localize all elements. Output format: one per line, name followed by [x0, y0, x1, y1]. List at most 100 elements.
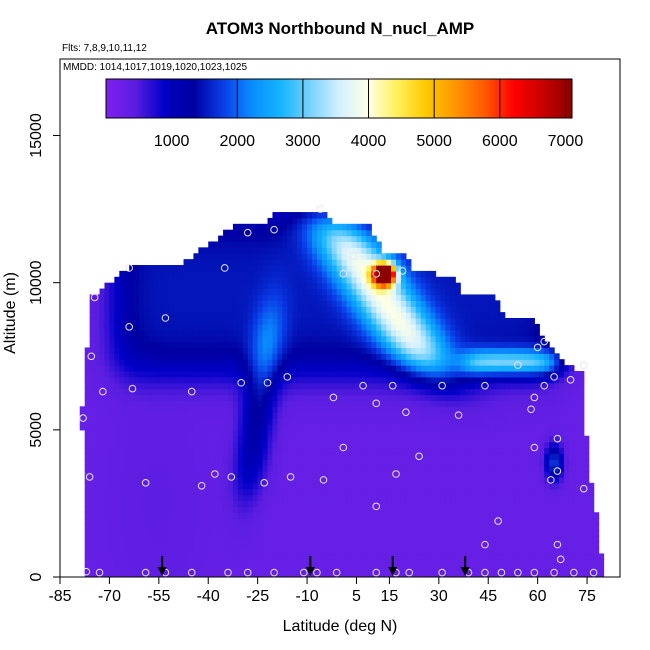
- heat-cell: [262, 429, 269, 437]
- heat-cell: [287, 559, 293, 566]
- heat-cell: [445, 482, 451, 490]
- heat-cell: [119, 441, 125, 449]
- heat-cell: [440, 453, 447, 460]
- heat-cell: [99, 306, 106, 313]
- heat-cell: [400, 341, 407, 349]
- heat-cell: [480, 318, 486, 325]
- heat-cell: [331, 412, 338, 419]
- heat-cell: [287, 353, 293, 360]
- heat-cell: [475, 294, 481, 301]
- heat-cell: [321, 429, 328, 437]
- heat-cell: [316, 565, 323, 572]
- heat-cell: [89, 318, 96, 325]
- heat-cell: [252, 412, 259, 419]
- heat-cell: [213, 465, 219, 472]
- heat-cell: [326, 512, 333, 519]
- heat-cell: [361, 441, 367, 449]
- heat-cell: [262, 294, 269, 301]
- heat-cell: [307, 347, 313, 354]
- heat-cell: [440, 559, 447, 566]
- heat-cell: [410, 435, 417, 443]
- heat-cell: [381, 335, 387, 343]
- heat-cell: [84, 512, 91, 519]
- heat-cell: [129, 494, 135, 502]
- heat-cell: [455, 341, 461, 349]
- heat-cell: [198, 353, 204, 360]
- heat-cell: [183, 518, 190, 525]
- heat-cell: [272, 329, 279, 337]
- heat-cell: [198, 494, 204, 502]
- heat-cell: [499, 453, 506, 460]
- heat-cell: [153, 265, 160, 272]
- heat-cell: [356, 312, 363, 319]
- heat-cell: [307, 276, 313, 284]
- heat-cell: [336, 529, 343, 537]
- heat-cell: [366, 265, 372, 272]
- heat-cell: [148, 353, 155, 360]
- heat-cell: [410, 294, 417, 301]
- heat-cell: [232, 306, 239, 313]
- heat-cell: [94, 365, 101, 372]
- heat-cell: [262, 229, 269, 237]
- heat-cell: [396, 370, 402, 378]
- heat-cell: [257, 229, 264, 237]
- heat-cell: [282, 329, 288, 337]
- heat-cell: [386, 565, 392, 572]
- heat-cell: [415, 323, 422, 331]
- heat-cell: [331, 288, 338, 296]
- heat-cell: [534, 476, 540, 484]
- heat-cell: [292, 300, 298, 307]
- heat-cell: [297, 476, 303, 484]
- heat-cell: [129, 559, 135, 566]
- heat-cell: [430, 282, 437, 290]
- heat-cell: [405, 270, 412, 278]
- heat-cell: [425, 300, 432, 307]
- heat-cell: [183, 365, 190, 372]
- heat-cell: [232, 347, 239, 354]
- heat-cell: [302, 323, 308, 331]
- heat-cell: [346, 453, 353, 460]
- heat-cell: [262, 465, 269, 472]
- heat-cell: [321, 476, 328, 484]
- heat-cell: [391, 394, 397, 402]
- heat-cell: [356, 494, 363, 502]
- heat-cell: [386, 388, 392, 396]
- heat-cell: [420, 529, 427, 537]
- heat-cell: [104, 476, 111, 484]
- heat-cell: [509, 465, 516, 472]
- heat-cell: [445, 541, 451, 549]
- heat-cell: [400, 441, 407, 449]
- heat-cell: [267, 376, 274, 384]
- heat-cell: [460, 471, 466, 478]
- heat-cell: [351, 506, 358, 513]
- heat-cell: [89, 412, 96, 419]
- heat-cell: [173, 453, 180, 460]
- heat-cell: [89, 370, 96, 378]
- heat-cell: [475, 524, 481, 531]
- heat-cell: [129, 529, 135, 537]
- heat-cell: [504, 465, 511, 472]
- heat-cell: [129, 294, 135, 301]
- heat-cell: [336, 429, 343, 437]
- heat-cell: [297, 212, 303, 219]
- heat-cell: [470, 559, 476, 566]
- heat-cell: [480, 341, 486, 349]
- heat-cell: [321, 482, 328, 490]
- heat-cell: [257, 270, 264, 278]
- heat-cell: [450, 382, 456, 390]
- heat-cell: [262, 329, 269, 337]
- heat-cell: [435, 329, 442, 337]
- heat-cell: [420, 412, 427, 419]
- heat-cell: [346, 488, 353, 496]
- heat-cell: [460, 412, 466, 419]
- heat-cell: [430, 359, 437, 366]
- heat-cell: [499, 494, 506, 502]
- heat-cell: [188, 312, 195, 319]
- heat-cell: [312, 388, 318, 396]
- heat-cell: [489, 482, 496, 490]
- heat-cell: [168, 506, 175, 513]
- heat-cell: [470, 506, 476, 513]
- heat-cell: [178, 553, 185, 560]
- heat-cell: [405, 524, 412, 531]
- heat-cell: [213, 276, 219, 284]
